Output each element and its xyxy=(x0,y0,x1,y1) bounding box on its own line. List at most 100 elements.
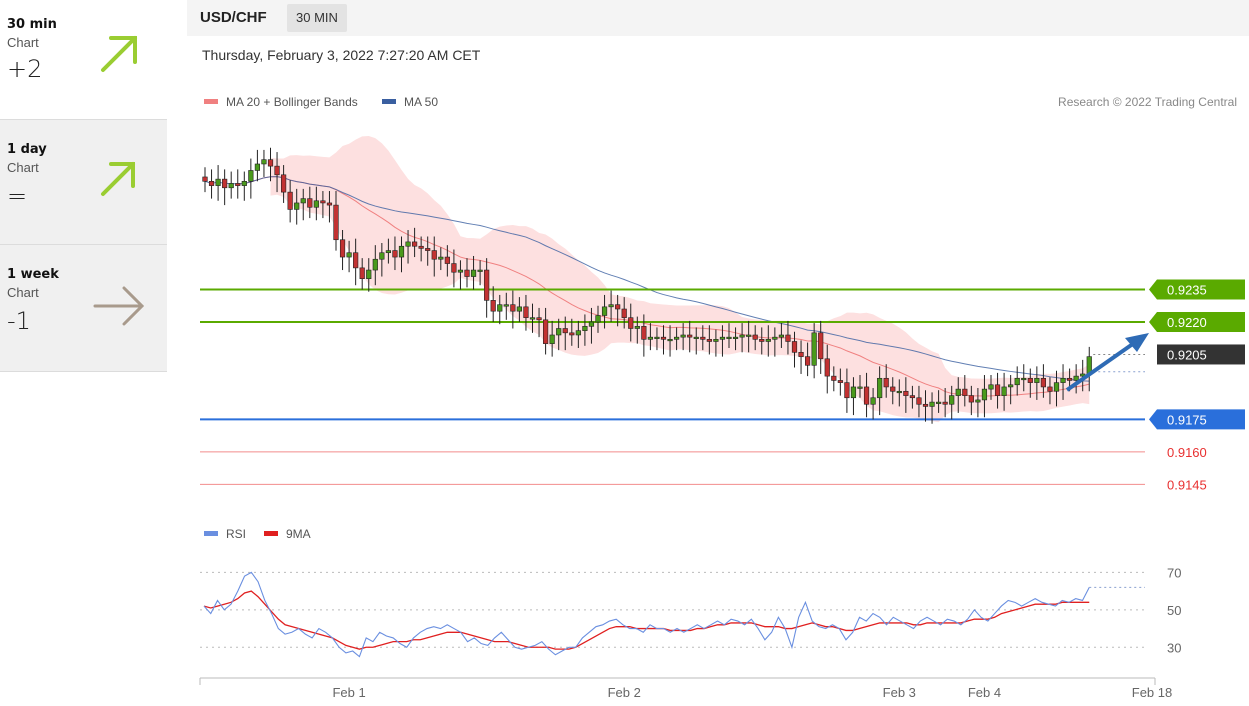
candle xyxy=(837,368,843,396)
card-sub: Chart xyxy=(7,35,39,50)
candle-down xyxy=(523,306,529,318)
candle-up xyxy=(372,258,378,271)
candle-up xyxy=(254,163,260,171)
candle-up xyxy=(1008,384,1014,388)
candle-down xyxy=(791,341,798,353)
candle-down xyxy=(1047,386,1053,392)
candle-up xyxy=(765,339,771,342)
level-label: 0.9220 xyxy=(1167,315,1207,330)
candle xyxy=(1073,364,1079,394)
x-tick-label: Feb 18 xyxy=(1132,685,1172,700)
candle-down xyxy=(431,250,437,260)
candle xyxy=(235,169,241,199)
signal-card-30min[interactable]: 30 min Chart +2 xyxy=(0,0,167,120)
candle xyxy=(1001,372,1007,411)
candle-down xyxy=(785,334,791,342)
arrow-up-right-icon xyxy=(101,36,137,72)
candle xyxy=(968,385,974,416)
rsi-tick-label: 70 xyxy=(1167,565,1181,580)
candle-up xyxy=(811,332,817,366)
candle-up xyxy=(988,384,994,390)
candle-down xyxy=(700,336,706,340)
ma20-legend-swatch xyxy=(204,99,218,104)
candle xyxy=(215,165,221,201)
level-label-box xyxy=(1157,344,1245,365)
candle xyxy=(222,169,228,206)
candle-down xyxy=(490,300,496,312)
candle-down xyxy=(412,241,418,247)
candle-down xyxy=(942,401,948,405)
level-label: 0.9145 xyxy=(1167,477,1207,492)
candle-down xyxy=(1027,377,1033,383)
candle-down xyxy=(831,375,837,381)
candle xyxy=(700,325,706,351)
candle xyxy=(811,323,817,379)
timeframe-badge[interactable]: 30 MIN xyxy=(287,4,347,32)
candle xyxy=(890,377,896,405)
candle xyxy=(1008,375,1014,405)
candle xyxy=(261,149,267,177)
candle xyxy=(418,236,424,262)
candle-down xyxy=(628,317,634,329)
candle xyxy=(1047,377,1053,405)
candle-up xyxy=(634,326,640,329)
rsi-legend-swatch xyxy=(204,531,218,536)
candle xyxy=(346,240,352,273)
candle-down xyxy=(1040,377,1046,388)
candle-up xyxy=(654,336,660,339)
candle xyxy=(608,290,614,322)
rsi-tick-label: 50 xyxy=(1167,603,1181,618)
candle-up xyxy=(935,401,942,404)
candle-up xyxy=(516,306,523,312)
signal-card-1day[interactable]: 1 day Chart = xyxy=(0,120,167,245)
level-label-box xyxy=(1149,409,1245,430)
candle xyxy=(588,307,595,344)
ma50-legend-label: MA 50 xyxy=(404,95,438,109)
candle xyxy=(366,258,372,292)
candle-up xyxy=(896,390,902,394)
candle xyxy=(680,323,686,351)
candle-down xyxy=(208,180,215,186)
candle-down xyxy=(267,159,274,167)
candle-up xyxy=(608,304,614,308)
candle-down xyxy=(562,328,568,334)
candle-up xyxy=(470,269,477,277)
candle-up xyxy=(261,159,267,165)
candle-down xyxy=(202,176,208,182)
candle xyxy=(634,316,640,344)
chart-header: USD/CHF 30 MIN xyxy=(187,0,1249,36)
copyright-text: Research © 2022 Trading Central xyxy=(1058,95,1237,109)
level-label-box xyxy=(1149,279,1245,300)
candle-up xyxy=(497,304,503,312)
candle xyxy=(687,320,693,353)
candle xyxy=(772,327,778,357)
candle xyxy=(994,372,1001,409)
candle-up xyxy=(732,336,739,339)
candle-down xyxy=(326,202,333,206)
candle xyxy=(484,258,490,318)
candle xyxy=(1053,370,1060,407)
candle xyxy=(601,294,608,329)
price-chart: MA 20 + Bollinger Bands MA 50 Research ©… xyxy=(199,95,1245,700)
symbol-title: USD/CHF xyxy=(200,9,267,26)
candle xyxy=(896,379,902,407)
candle xyxy=(863,372,870,418)
candle-down xyxy=(818,332,824,360)
candle xyxy=(549,320,555,357)
candle xyxy=(1027,368,1033,398)
candle xyxy=(510,290,516,329)
signal-card-1week[interactable]: 1 week Chart -1 xyxy=(0,245,167,372)
candle xyxy=(353,238,359,286)
candle xyxy=(732,327,739,351)
candle xyxy=(313,186,319,221)
candle-up xyxy=(693,336,699,339)
candle-up xyxy=(726,336,732,339)
chart-datetime: Thursday, February 3, 2022 7:27:20 AM CE… xyxy=(202,47,481,63)
candle-down xyxy=(307,198,313,208)
candle-down xyxy=(994,384,1001,396)
candle-up xyxy=(772,336,778,340)
candle-down xyxy=(798,352,804,357)
candle xyxy=(516,297,523,322)
candle-down xyxy=(615,304,621,310)
candle-down xyxy=(968,395,974,403)
